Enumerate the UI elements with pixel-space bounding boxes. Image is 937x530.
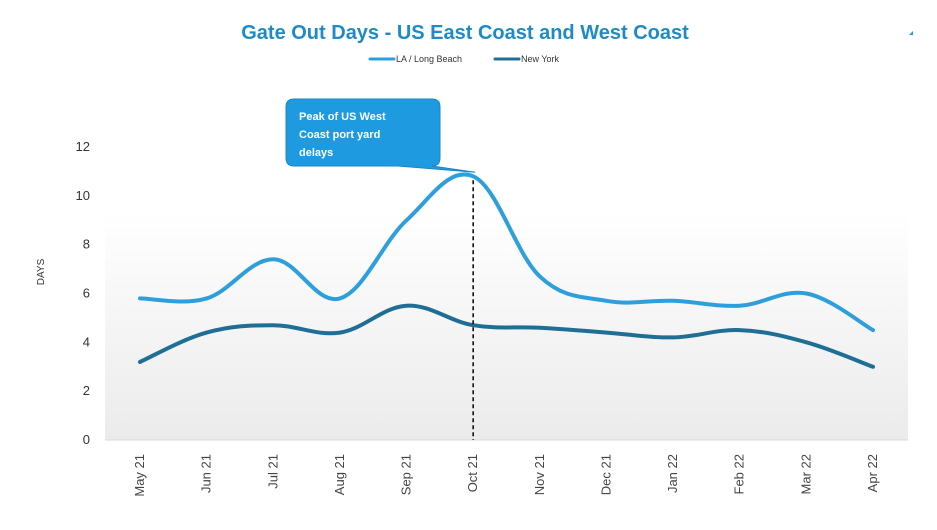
y-ticks: 0 2 4 6 8 10 12 [76, 139, 90, 447]
callout-text: Coast port yard [299, 129, 380, 141]
data-point-new-york [338, 331, 342, 335]
y-tick-label: 2 [83, 383, 90, 398]
y-tick-label: 8 [83, 237, 90, 252]
y-tick-label: 4 [83, 334, 90, 349]
x-tick-label: Jun 21 [199, 454, 214, 493]
corner-mark-icon [909, 31, 913, 35]
x-tick-label: Aug 21 [332, 454, 347, 495]
data-point-new-york [205, 331, 209, 335]
x-tick-label: Mar 22 [798, 454, 813, 494]
y-tick-label: 12 [76, 139, 90, 154]
data-point-new-york [271, 323, 275, 327]
data-point-new-york [405, 304, 409, 308]
x-tick-label: Jul 21 [265, 454, 280, 489]
data-point-new-york [671, 335, 675, 339]
series-line-la-long-beach [138, 172, 875, 333]
data-point-la-long-beach [871, 328, 875, 332]
data-point-la-long-beach [271, 257, 275, 261]
y-axis-label: DAYS [36, 258, 47, 285]
x-tick-label: Nov 21 [532, 454, 547, 495]
y-tick-label: 0 [83, 432, 90, 447]
data-point-la-long-beach [804, 292, 808, 296]
data-point-new-york [804, 340, 808, 344]
x-tick-label: Sep 21 [399, 454, 414, 495]
x-tick-label: Dec 21 [598, 454, 613, 495]
data-point-la-long-beach [671, 299, 675, 303]
callout-box [285, 98, 476, 173]
x-ticks: May 21 Jun 21 Jul 21 Aug 21 Sep 21 Oct 21 Nov … [132, 454, 880, 497]
series-lines [138, 172, 875, 369]
data-point-la-long-beach [405, 218, 409, 222]
data-point-la-long-beach [338, 296, 342, 300]
x-tick-label: Apr 22 [865, 454, 880, 492]
series-line-new-york [138, 303, 875, 369]
legend-label-new-york: New York [521, 54, 560, 64]
x-tick-label: Oct 21 [465, 454, 480, 492]
callout-text: Peak of US West [299, 111, 386, 123]
data-point-la-long-beach [205, 296, 209, 300]
data-point-new-york [138, 360, 142, 364]
y-tick-label: 10 [76, 188, 90, 203]
peak-annotation: Peak of US West Coast port yard delays [285, 98, 476, 440]
data-point-la-long-beach [471, 174, 475, 178]
data-point-new-york [738, 328, 742, 332]
data-point-la-long-beach [538, 274, 542, 278]
plot-area-background [105, 210, 908, 440]
callout-text: delays [299, 147, 333, 159]
legend: LA / Long Beach New York [368, 54, 560, 64]
data-point-new-york [871, 365, 875, 369]
data-point-la-long-beach [738, 304, 742, 308]
data-point-new-york [604, 331, 608, 335]
data-point-la-long-beach [604, 299, 608, 303]
x-tick-label: Feb 22 [732, 454, 747, 494]
y-tick-label: 6 [83, 286, 90, 301]
x-tick-label: Jan 22 [665, 454, 680, 493]
x-tick-label: May 21 [132, 454, 147, 497]
legend-label-la-long-beach: LA / Long Beach [396, 54, 462, 64]
data-point-new-york [538, 326, 542, 330]
chart-title: Gate Out Days - US East Coast and West C… [241, 22, 689, 44]
data-point-la-long-beach [138, 296, 142, 300]
